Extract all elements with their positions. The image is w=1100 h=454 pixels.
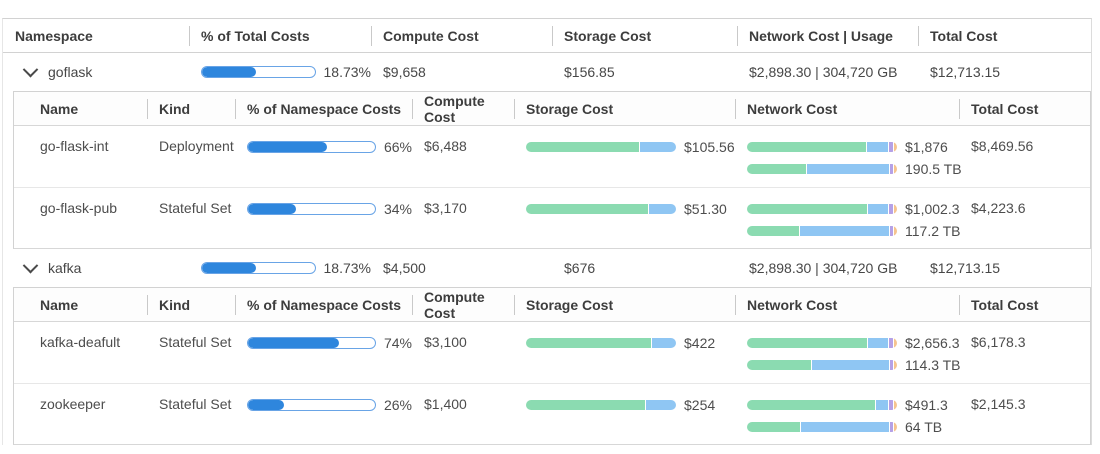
- cost-table: Namespace % of Total Costs Compute Cost …: [2, 18, 1092, 445]
- pct-total-costs-value: 18.73%: [323, 260, 371, 276]
- header-pct-total-costs: % of Total Costs: [189, 28, 371, 44]
- network-usage-value: 114.3 TB: [905, 357, 961, 373]
- namespace-row-goflask[interactable]: goflask 18.73% $9,658 $156.85 $2,898.30 …: [3, 53, 1091, 91]
- total-cost-value: $4,223.6: [971, 200, 1026, 216]
- storage-cost-value: $51.30: [684, 201, 727, 217]
- storage-cost-bar: [526, 204, 676, 214]
- pct-namespace-costs-bar: [247, 203, 376, 215]
- network-cost-usage-value: $2,898.30 | 304,720 GB: [749, 64, 898, 80]
- network-cost-bar: [747, 400, 897, 410]
- header-network-cost-usage: Network Cost | Usage: [737, 28, 918, 44]
- workload-row-zookeeper: zookeeper Stateful Set 26% $1,400 $254 $…: [14, 383, 1090, 444]
- outer-header-row: Namespace % of Total Costs Compute Cost …: [3, 19, 1091, 53]
- pct-namespace-costs-bar: [247, 337, 376, 349]
- namespace-name: kafka: [48, 260, 82, 276]
- workload-table-goflask: Name Kind % of Namespace Costs Compute C…: [13, 91, 1091, 249]
- workload-name: zookeeper: [40, 396, 106, 412]
- storage-cost-bar: [526, 400, 676, 410]
- compute-cost-value: $1,400: [424, 396, 467, 412]
- header-storage-cost: Storage Cost: [514, 101, 735, 117]
- workload-kind: Stateful Set: [159, 334, 232, 350]
- compute-cost-value: $3,170: [424, 200, 467, 216]
- pct-namespace-costs-bar: [247, 399, 376, 411]
- header-namespace: Namespace: [15, 27, 93, 44]
- workload-row-go-flask-int: go-flask-int Deployment 66% $6,488 $105.…: [14, 126, 1090, 187]
- header-kind: Kind: [147, 101, 235, 117]
- storage-cost-bar: [526, 338, 676, 348]
- header-storage-cost: Storage Cost: [514, 297, 735, 313]
- namespace-row-kafka[interactable]: kafka 18.73% $4,500 $676 $2,898.30 | 304…: [3, 249, 1091, 287]
- network-cost-bar: [747, 338, 897, 348]
- header-compute-cost: Compute Cost: [371, 28, 552, 44]
- workload-name: go-flask-int: [40, 138, 109, 154]
- header-name: Name: [40, 100, 79, 117]
- header-pct-namespace-costs: % of Namespace Costs: [235, 297, 412, 313]
- total-cost-value: $12,713.15: [930, 64, 1001, 80]
- pct-total-costs-bar: [201, 262, 316, 274]
- chevron-down-icon[interactable]: [22, 61, 39, 77]
- network-cost-value: $1,002.3: [905, 201, 960, 217]
- header-total-cost: Total Cost: [959, 297, 1090, 313]
- workload-row-go-flask-pub: go-flask-pub Stateful Set 34% $3,170 $51…: [14, 187, 1090, 248]
- workload-name: go-flask-pub: [40, 200, 118, 216]
- header-compute-cost: Compute Cost: [412, 93, 514, 125]
- header-pct-namespace-costs: % of Namespace Costs: [235, 101, 412, 117]
- header-total-cost: Total Cost: [959, 101, 1090, 117]
- network-cost-value: $491.3: [905, 397, 948, 413]
- header-kind: Kind: [147, 297, 235, 313]
- pct-namespace-costs-value: 74%: [383, 335, 412, 351]
- storage-cost-bar: [526, 142, 676, 152]
- chevron-down-icon[interactable]: [22, 257, 39, 273]
- storage-cost-value: $156.85: [564, 64, 615, 80]
- compute-cost-value: $4,500: [383, 260, 426, 276]
- storage-cost-value: $422: [684, 335, 716, 351]
- storage-cost-value: $105.56: [684, 139, 735, 155]
- total-cost-value: $6,178.3: [971, 334, 1026, 350]
- header-name: Name: [40, 296, 79, 313]
- pct-namespace-costs-value: 26%: [383, 397, 412, 413]
- pct-total-costs-bar: [201, 66, 316, 78]
- namespace-name: goflask: [48, 64, 93, 80]
- network-usage-bar: [747, 164, 897, 174]
- network-cost-bar: [747, 142, 897, 152]
- nested-header-row: Name Kind % of Namespace Costs Compute C…: [14, 92, 1090, 126]
- workload-kind: Stateful Set: [159, 200, 232, 216]
- network-usage-value: 190.5 TB: [905, 161, 962, 177]
- storage-cost-value: $676: [564, 260, 596, 276]
- network-cost-value: $1,876: [905, 139, 948, 155]
- workload-kind: Deployment: [159, 138, 234, 154]
- pct-namespace-costs-value: 34%: [383, 201, 412, 217]
- compute-cost-value: $3,100: [424, 334, 467, 350]
- compute-cost-value: $9,658: [383, 64, 426, 80]
- pct-namespace-costs-bar: [247, 141, 376, 153]
- network-cost-usage-value: $2,898.30 | 304,720 GB: [749, 260, 898, 276]
- network-cost-value: $2,656.3: [905, 335, 960, 351]
- network-usage-bar: [747, 226, 897, 236]
- network-cost-bar: [747, 204, 897, 214]
- network-usage-value: 64 TB: [905, 419, 943, 435]
- header-network-cost: Network Cost: [735, 297, 959, 313]
- header-storage-cost: Storage Cost: [552, 28, 737, 44]
- total-cost-value: $12,713.15: [930, 260, 1001, 276]
- header-total-cost: Total Cost: [918, 28, 1091, 44]
- workload-kind: Stateful Set: [159, 396, 232, 412]
- network-usage-bar: [747, 422, 897, 432]
- workload-row-kafka-deafult: kafka-deafult Stateful Set 74% $3,100 $4…: [14, 322, 1090, 383]
- network-usage-value: 117.2 TB: [905, 223, 961, 239]
- header-network-cost: Network Cost: [735, 101, 959, 117]
- pct-total-costs-value: 18.73%: [323, 64, 371, 80]
- pct-namespace-costs-value: 66%: [383, 139, 412, 155]
- storage-cost-value: $254: [684, 397, 716, 413]
- total-cost-value: $8,469.56: [971, 138, 1034, 154]
- header-compute-cost: Compute Cost: [412, 289, 514, 321]
- total-cost-value: $2,145.3: [971, 396, 1026, 412]
- workload-table-kafka: Name Kind % of Namespace Costs Compute C…: [13, 287, 1091, 445]
- workload-name: kafka-deafult: [40, 334, 121, 350]
- network-usage-bar: [747, 360, 897, 370]
- compute-cost-value: $6,488: [424, 138, 467, 154]
- nested-header-row: Name Kind % of Namespace Costs Compute C…: [14, 288, 1090, 322]
